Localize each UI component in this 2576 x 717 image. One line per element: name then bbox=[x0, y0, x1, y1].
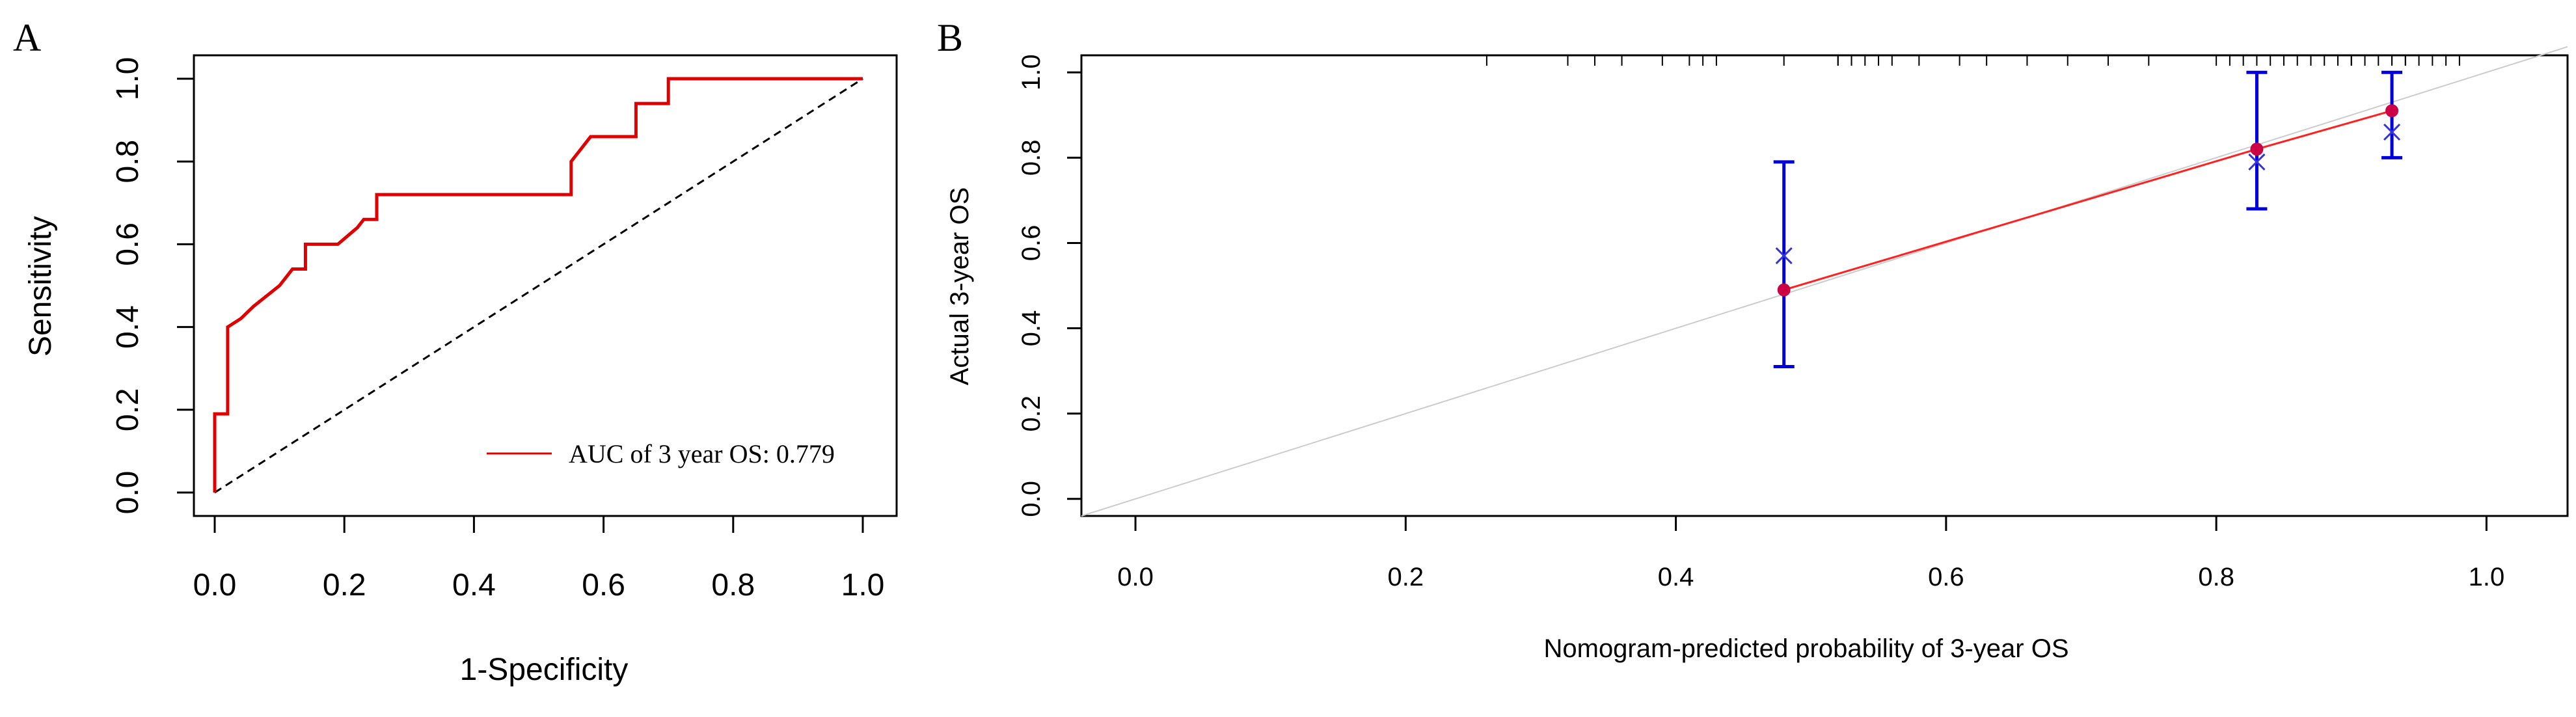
calibration-x-tick-label: 0.8 bbox=[2198, 563, 2234, 591]
calibration-x-tick-label: 0.2 bbox=[1388, 563, 1424, 591]
roc-y-axis-label: Sensitivity bbox=[23, 216, 58, 357]
calibration-x-tick-label: 0.0 bbox=[1117, 563, 1154, 591]
calibration-point bbox=[2385, 104, 2399, 118]
bias-corrected-stroke bbox=[2248, 153, 2266, 170]
roc-series-group bbox=[213, 77, 863, 494]
roc-legend: AUC of 3 year OS: 0.779 bbox=[487, 439, 835, 468]
roc-chart: A 0.0 0.2 0.4 0.6 0.8 1.0 0.00.20.40.60.81.0 … bbox=[13, 16, 898, 687]
calibration-x-tick-label: 0.4 bbox=[1658, 563, 1694, 591]
calibration-curve bbox=[1783, 109, 2393, 291]
roc-y-tick-label: 0.6 bbox=[111, 223, 145, 266]
panel-label-b: B bbox=[937, 16, 963, 59]
roc-x-axis-label: 1-Specificity bbox=[460, 653, 629, 687]
roc-x-tick-label: 0.6 bbox=[582, 568, 625, 602]
calibration-y-tick-label: 1.0 bbox=[1017, 54, 1046, 90]
calibration-x-axis-label: Nomogram-predicted probability of 3-year… bbox=[1543, 634, 2068, 663]
roc-y-tick-label: 0.0 bbox=[111, 471, 145, 515]
roc-legend-label: AUC of 3 year OS: 0.779 bbox=[569, 439, 835, 468]
roc-x-tick-label: 0.0 bbox=[193, 568, 237, 602]
roc-x-tick-label: 0.2 bbox=[323, 568, 366, 602]
calibration-y-tick-label: 0.8 bbox=[1017, 140, 1046, 176]
bias-corrected-marker bbox=[2248, 153, 2266, 170]
calibration-x-tick-label: 1.0 bbox=[2469, 563, 2505, 591]
roc-y-tick-label: 0.8 bbox=[111, 140, 145, 183]
bias-corrected-stroke bbox=[2383, 123, 2401, 141]
calibration-y-tick-label: 0.4 bbox=[1017, 310, 1046, 347]
calibration-y-axis-label: Actual 3-year OS bbox=[945, 187, 974, 386]
roc-x-tick-label: 0.4 bbox=[452, 568, 496, 602]
calibration-x-tick-label: 0.6 bbox=[1928, 563, 1964, 591]
bias-corrected-marker bbox=[1775, 247, 1793, 265]
calibration-series-group bbox=[1081, 46, 2568, 517]
calibration-x-axis: 0.0 0.2 0.4 0.6 0.8 1.0 bbox=[1117, 515, 2505, 591]
bias-corrected-stroke bbox=[1775, 247, 1793, 265]
calibration-y-tick-label: 0.0 bbox=[1017, 481, 1046, 517]
calibration-y-axis: 0.0 0.2 0.4 0.6 0.8 1.0 bbox=[1017, 54, 1083, 517]
calibration-y-tick-label: 0.6 bbox=[1017, 225, 1046, 262]
roc-reference-diagonal bbox=[214, 77, 863, 494]
calibration-point bbox=[1777, 283, 1791, 297]
roc-x-tick-label: 1.0 bbox=[841, 568, 885, 602]
roc-y-tick-label: 1.0 bbox=[111, 57, 145, 101]
roc-y-tick-label: 0.4 bbox=[111, 305, 145, 349]
roc-y-axis: 0.0 0.2 0.4 0.6 0.8 1.0 bbox=[111, 57, 195, 515]
error-bar bbox=[2246, 70, 2268, 211]
calibration-chart: B 0.0 0.2 0.4 0.6 0.8 1.0 0.00.20.40.60.81.0 … bbox=[937, 16, 2569, 663]
roc-x-tick-label: 0.8 bbox=[711, 568, 755, 602]
ideal-calibration-line bbox=[1081, 46, 2568, 517]
panel-label-a: A bbox=[13, 16, 41, 59]
roc-y-tick-label: 0.2 bbox=[111, 388, 145, 431]
calibration-point bbox=[2250, 142, 2264, 156]
calibration-y-tick-label: 0.2 bbox=[1017, 396, 1046, 432]
error-bar bbox=[1773, 160, 1795, 369]
roc-x-axis: 0.0 0.2 0.4 0.6 0.8 1.0 bbox=[193, 515, 885, 602]
bias-corrected-marker bbox=[2383, 123, 2401, 141]
roc-curve bbox=[213, 77, 863, 493]
calibration-rug bbox=[1485, 55, 2460, 66]
